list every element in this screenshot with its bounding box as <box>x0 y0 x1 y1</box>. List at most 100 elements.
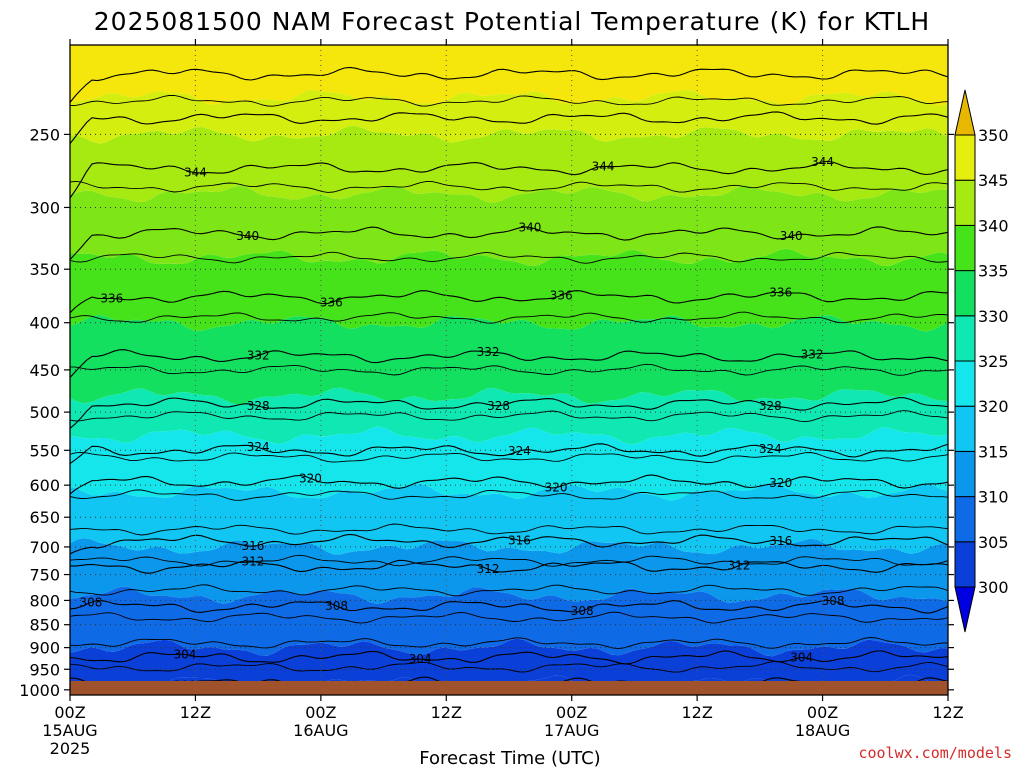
colorbar-label: 310 <box>978 488 1009 507</box>
isotherm-line <box>70 363 948 376</box>
colorbar-extend-max <box>954 89 976 136</box>
contour-label: 336 <box>769 286 792 300</box>
y-tick-label: 600 <box>29 476 60 495</box>
isotherm-line <box>70 650 948 665</box>
contour-label: 328 <box>247 399 270 413</box>
isotherm-line <box>70 349 948 378</box>
contour-label: 336 <box>320 295 343 309</box>
fill-band <box>70 125 948 203</box>
contour-label: 316 <box>508 533 531 547</box>
contour-label: 324 <box>759 442 782 456</box>
contour-label: 308 <box>79 595 102 609</box>
colorbar-label: 300 <box>978 578 1009 597</box>
x-tick-label: 12Z <box>180 703 211 722</box>
contour-label: 332 <box>247 349 270 363</box>
y-tick-label: 900 <box>29 639 60 658</box>
x-tick-label: 00Z <box>305 703 336 722</box>
colorbar-label: 315 <box>978 442 1009 461</box>
contour-label: 324 <box>508 444 531 458</box>
colorbar-label: 350 <box>978 126 1009 145</box>
contour-label: 324 <box>247 440 270 454</box>
x-tick-label: 12Z <box>932 703 963 722</box>
colorbar-label: 305 <box>978 533 1009 552</box>
contour-label: 344 <box>592 159 615 173</box>
y-tick-label: 450 <box>29 361 60 380</box>
isotherm-line <box>70 226 948 260</box>
colorbar-swatch <box>954 541 976 588</box>
y-tick-label: 500 <box>29 403 60 422</box>
y-tick-label: 700 <box>29 538 60 557</box>
x-tick-label: 00Z <box>556 703 587 722</box>
fill-band <box>70 45 948 106</box>
contour-label: 320 <box>769 476 792 490</box>
colorbar-extend-min <box>954 586 976 633</box>
contour-label: 340 <box>780 229 803 243</box>
y-tick-label: 800 <box>29 591 60 610</box>
isotherm-line <box>70 290 948 314</box>
contour-labels: 3003043043043083083083083123123123163163… <box>79 155 845 681</box>
fill-band <box>70 638 948 681</box>
isotherm-line <box>70 533 948 555</box>
isotherm-line <box>70 661 948 673</box>
isotherm-line <box>70 637 948 650</box>
y-tick-label: 250 <box>29 125 60 144</box>
isotherm-line <box>70 474 948 495</box>
contour-label: 320 <box>299 471 322 485</box>
contour-label: 328 <box>487 399 510 413</box>
fill-band <box>169 674 929 681</box>
colorbar-label: 325 <box>978 352 1009 371</box>
contour-label: 312 <box>727 559 750 573</box>
isotherm-line <box>70 523 948 536</box>
colorbar-swatch <box>954 134 976 181</box>
colorbar-label: 330 <box>978 307 1009 326</box>
isotherm-line <box>70 584 948 597</box>
isotherm-line <box>70 451 948 463</box>
contour-label: 304 <box>790 651 813 665</box>
y-tick-label: 950 <box>29 660 60 679</box>
isotherm-line <box>70 611 948 624</box>
colorbar-swatch <box>954 224 976 272</box>
x-tick-year: 2025 <box>50 739 91 758</box>
y-tick-label: 400 <box>29 314 60 333</box>
isotherm-line <box>70 180 948 193</box>
contour-label: 344 <box>811 155 834 169</box>
isotherm-line <box>70 410 948 423</box>
isotherm-line <box>70 554 948 567</box>
isotherm-line <box>70 111 948 144</box>
contour-label: 336 <box>100 291 123 305</box>
y-tick-label: 850 <box>29 616 60 635</box>
contour-label: 308 <box>822 594 845 608</box>
y-tick-label: 550 <box>29 441 60 460</box>
contour-label: 332 <box>801 348 824 362</box>
fill-band <box>70 314 948 405</box>
colorbar-swatch <box>954 450 976 498</box>
x-tick-label: 00Z <box>54 703 85 722</box>
isotherm-line <box>70 676 948 681</box>
contour-label: 332 <box>477 345 500 359</box>
contour-label: 336 <box>550 288 573 302</box>
isotherm-line <box>70 311 948 324</box>
contour-label: 340 <box>236 229 259 243</box>
isotherm-line <box>70 160 948 199</box>
contour-label: 304 <box>174 648 197 662</box>
contour-label: 340 <box>518 220 541 234</box>
y-tick-label: 350 <box>29 260 60 279</box>
colorbar: 300 305 310 315 320 325 330 335 340 345 350 <box>954 89 1009 633</box>
colorbar-swatch <box>954 270 976 317</box>
colorbar-swatch <box>954 405 976 452</box>
x-tick-sublabel: 18AUG <box>795 721 850 740</box>
x-tick-sublabel: 16AUG <box>293 721 348 740</box>
contour-label: 308 <box>571 604 594 618</box>
fill-band <box>70 185 948 267</box>
x-axis-label: Forecast Time (UTC) <box>419 748 600 768</box>
contour-label: 328 <box>759 399 782 413</box>
colorbar-swatch <box>954 315 976 362</box>
y-tick-label: 1000 <box>19 681 60 700</box>
y-tick-label: 650 <box>29 508 60 527</box>
isotherm-line <box>70 397 948 429</box>
isotherm-line <box>70 251 948 264</box>
fill-band <box>70 248 948 332</box>
colorbar-label: 345 <box>978 171 1009 190</box>
